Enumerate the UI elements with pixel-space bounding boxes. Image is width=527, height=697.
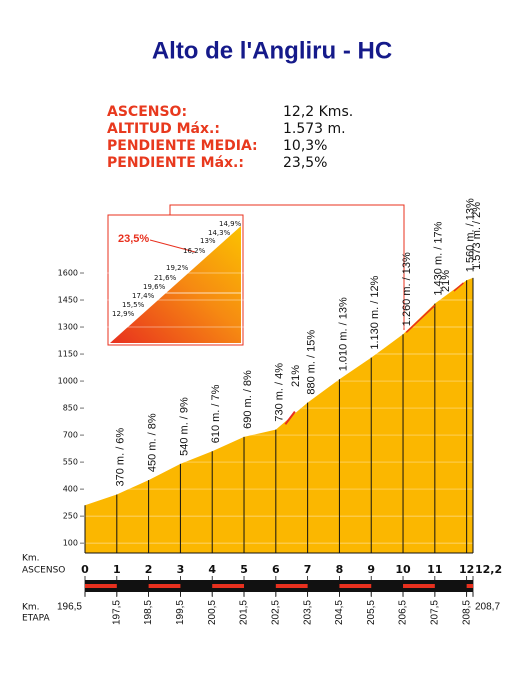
x2-axis-label: Km. — [22, 603, 40, 613]
x-tick-label: 11 — [427, 563, 442, 576]
inset-label: 12,9% — [112, 310, 135, 318]
x2-tick-label: 208,5 — [461, 600, 472, 625]
x2-tick-label: 202,5 — [270, 600, 281, 625]
inset: 23,5% 12,9%15,5%17,4%19,6%21,6% 19,2% 16,2… — [107, 204, 405, 346]
x2-tick-label: 206,5 — [398, 600, 409, 625]
x2-tick-label: 204,5 — [334, 600, 345, 625]
value-label: 1.573 m. / 2% — [471, 202, 483, 270]
stat-value: 23,5% — [283, 155, 327, 171]
stats: ASCENSO: 12,2 Kms. ALTITUD Máx.: 1.573 m. PE… — [107, 104, 353, 171]
stat-label: ALTITUD Máx.: — [107, 121, 220, 137]
value-label: 1.560 m. / 13% — [465, 198, 477, 272]
value-label: 1.260 m. / 13% — [401, 252, 413, 326]
x-tick-label: 10 — [395, 563, 411, 576]
y-tick-label: 550 — [63, 458, 78, 467]
stat-value: 1.573 m. — [283, 121, 346, 137]
inset-label: 13% — [200, 237, 216, 245]
stat-label: ASCENSO: — [107, 104, 187, 120]
steep-mark — [284, 411, 296, 425]
x-tick-label: 3 — [177, 563, 185, 576]
x-tick-label: 1 — [113, 563, 121, 576]
x2-tick-label: 200,5 — [207, 600, 218, 625]
x-tick-label: 12,2 — [475, 563, 502, 576]
x2-tick-label: 199,5 — [175, 600, 186, 625]
inset-max: 23,5% — [118, 233, 149, 245]
x2-tick-label: 197,5 — [111, 600, 122, 625]
y-tick-label: 1600 — [58, 269, 78, 278]
strip-band — [212, 584, 245, 588]
inset-connector — [169, 204, 405, 330]
y-tick-label: 1450 — [58, 296, 78, 305]
strip-band — [466, 584, 473, 588]
y-tick-label: 1150 — [58, 350, 78, 359]
x-tick-label: 9 — [367, 563, 375, 576]
inset-label: 19,6% — [143, 283, 166, 291]
x-tick-label: 6 — [272, 563, 280, 576]
value-label: 690 m. / 8% — [242, 370, 254, 429]
strip-band — [148, 584, 181, 588]
inset-label: 15,5% — [122, 301, 145, 309]
value-label: 1.010 m. / 13% — [337, 297, 349, 371]
steep-mark — [405, 304, 436, 333]
annotation: 21% — [440, 270, 452, 292]
inset-label: 14,3% — [208, 229, 231, 237]
y-tick-label: 100 — [63, 539, 78, 548]
inset-pointer — [149, 239, 196, 253]
x2-tick-label: 208,7 — [475, 602, 500, 613]
value-label: 880 m. / 15% — [306, 330, 318, 395]
chart-title: Alto de l'Angliru - HC — [152, 37, 392, 64]
inset-label: 14,9% — [219, 220, 242, 228]
inset-label: 21,6% — [154, 274, 177, 282]
value-label: 610 m. / 7% — [210, 384, 222, 443]
value-label: 1.130 m. / 12% — [369, 275, 381, 349]
x2-tick-label: 196,5 — [57, 602, 82, 613]
x2-tick-label: 201,5 — [239, 600, 250, 625]
y-tick-label: 1300 — [58, 323, 78, 332]
value-label: 1.430 m. / 17% — [433, 221, 445, 295]
strip-band — [339, 584, 372, 588]
x2-tick-label: 207,5 — [429, 600, 440, 625]
strip-band — [85, 584, 117, 588]
x-tick-label: 8 — [336, 563, 344, 576]
x-axis-label: ASCENSO — [22, 566, 65, 576]
x-tick-label: 0 — [81, 563, 89, 576]
inset-label: 16,2% — [183, 247, 206, 255]
profile-area — [85, 277, 473, 553]
strip-band — [403, 584, 435, 588]
x-axis-label: Km. — [22, 554, 40, 564]
x2-tick-label: 203,5 — [302, 600, 313, 625]
y-tick-label: 700 — [63, 431, 78, 440]
y-tick-label: 1000 — [58, 377, 78, 386]
x2-tick-label: 198,5 — [143, 600, 154, 625]
y-tick-label: 400 — [63, 485, 78, 494]
inset-label: 17,4% — [132, 292, 155, 300]
y-tick-label: 250 — [63, 512, 78, 521]
annotation: 21% — [290, 365, 302, 387]
value-label: 450 m. / 8% — [147, 413, 159, 472]
y-tick-label: 850 — [63, 404, 78, 413]
value-label: 730 m. / 4% — [274, 363, 286, 422]
x-tick-label: 7 — [304, 563, 312, 576]
inset-wedge — [110, 226, 241, 343]
inset-label: 19,2% — [166, 264, 189, 272]
steep-mark — [453, 282, 464, 292]
stat-value: 12,2 Kms. — [283, 104, 353, 120]
stat-label: PENDIENTE Máx.: — [107, 155, 244, 171]
stat-value: 10,3% — [283, 138, 327, 154]
x2-tick-label: 205,5 — [366, 600, 377, 625]
strip-band — [275, 584, 308, 588]
plot: 1002504005507008501000115013001450160037… — [22, 198, 502, 625]
x-tick-label: 2 — [145, 563, 153, 576]
value-label: 540 m. / 9% — [178, 397, 190, 456]
value-label: 370 m. / 6% — [115, 428, 127, 487]
stat-label: PENDIENTE MEDIA: — [107, 138, 258, 154]
x-tick-label: 5 — [240, 563, 248, 576]
x2-axis-label: ETAPA — [22, 614, 50, 624]
x-tick-label: 12 — [459, 563, 474, 576]
x-tick-label: 4 — [208, 563, 216, 576]
